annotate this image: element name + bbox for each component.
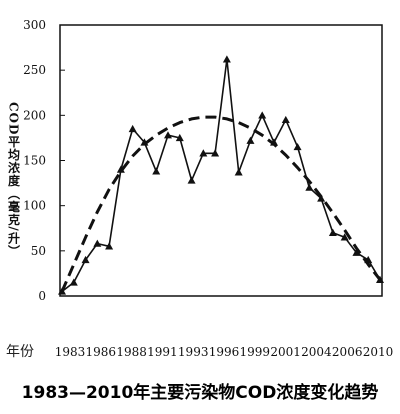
plot-frame [59,24,383,297]
x-tick-label: 2010 [363,345,394,359]
x-tick-label: 1999 [240,345,271,359]
y-tick-label: 50 [31,244,46,258]
x-tick-label: 2006 [332,345,363,359]
data-point-triangle [69,278,78,286]
x-tick-label: 1993 [178,345,209,359]
data-point-triangle [211,149,220,157]
data-point-triangle [128,124,137,133]
y-axis-label-wrap: COD平均浓度（毫克/升） [0,60,28,300]
data-point-triangle [81,255,90,264]
x-tick-label: 1991 [147,345,178,359]
series-group [58,55,384,295]
data-point-triangle [199,149,208,157]
data-point-triangle [152,167,161,175]
y-tick-label: 0 [38,289,46,303]
cod-line [61,58,381,293]
x-tick-label: 1986 [86,345,117,359]
x-axis-label: 年份 [6,344,34,360]
data-point-triangle [246,136,255,144]
y-axis-label: COD平均浓度（毫克/升） [6,102,21,258]
data-point-triangle [317,194,326,202]
y-tick-label: 250 [23,63,46,77]
y-tick-label: 150 [23,154,46,168]
data-point-triangle [328,228,337,236]
data-point-triangle [305,183,314,191]
x-tick-label: 1988 [116,345,147,359]
x-tick-label: 2004 [301,345,332,359]
y-tick-label: 100 [23,199,46,213]
x-ticks: 1983 1986 1988 1991 1993 1996 1999 2001 2004 2006… [55,345,394,359]
data-point-triangle [234,168,243,176]
data-point-triangle [258,111,267,119]
data-point-triangle [222,55,231,63]
data-point-triangle [187,176,196,184]
x-tick-label: 1983 [55,345,86,359]
data-point-triangle [175,133,184,142]
y-ticks: 0 50 100 150 200 250 300 [23,18,65,303]
data-point-triangle [293,142,302,151]
data-point-triangle [164,131,172,139]
x-tick-label: 1996 [209,345,240,359]
y-tick-label: 300 [23,18,46,32]
y-tick-label: 200 [23,108,46,122]
x-tick-label: 2001 [270,345,301,359]
data-point-triangle [281,115,290,124]
data-point-triangle [340,233,349,241]
data-point-triangle [93,239,102,247]
chart-title: 1983—2010年主要污染物COD浓度变化趋势 [21,383,379,403]
data-point-triangle [105,242,114,250]
trend-line-dashed [60,115,382,293]
data-point-triangle [352,248,361,256]
data-point-triangle [116,165,125,173]
